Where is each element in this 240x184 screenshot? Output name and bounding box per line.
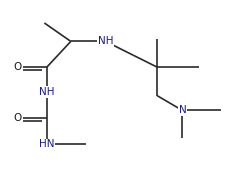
Text: N: N xyxy=(179,105,186,115)
Text: HN: HN xyxy=(39,139,54,149)
Text: O: O xyxy=(14,113,22,123)
Text: NH: NH xyxy=(39,87,54,97)
Text: NH: NH xyxy=(98,36,113,46)
Text: O: O xyxy=(14,62,22,72)
